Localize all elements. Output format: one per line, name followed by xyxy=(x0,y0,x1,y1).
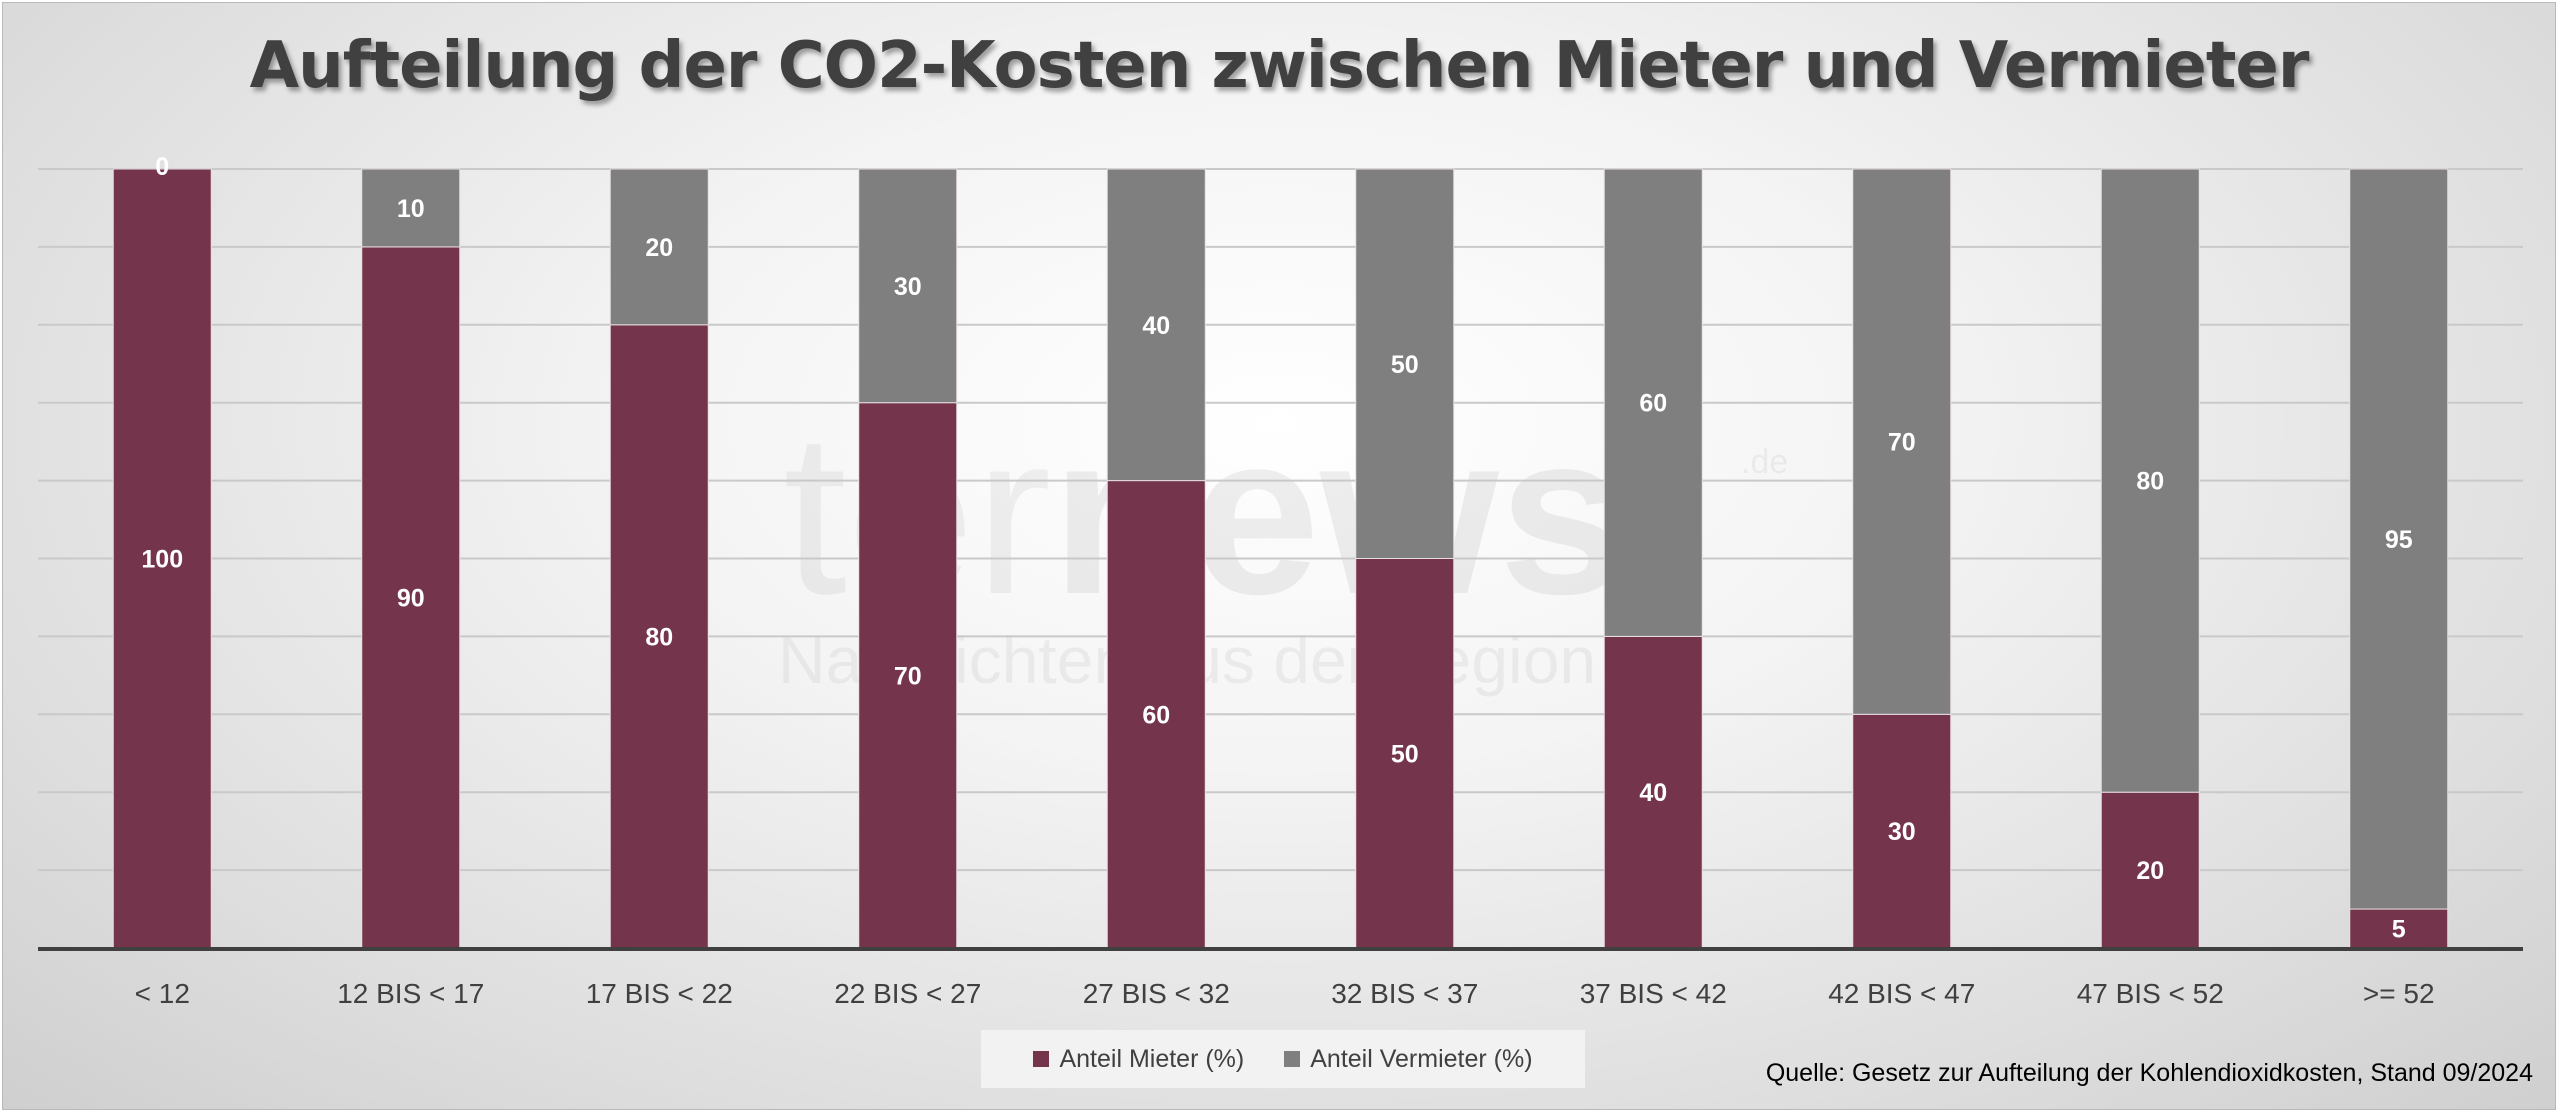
legend-item-mieter: Anteil Mieter (%) xyxy=(1033,1045,1244,1074)
data-label-mieter: 20 xyxy=(2136,857,2164,885)
bar-vermieter xyxy=(1852,168,1952,715)
x-tick-label: 47 BIS < 52 xyxy=(2077,978,2224,1009)
data-label-vermieter: 70 xyxy=(1888,429,1916,457)
legend-swatch-mieter xyxy=(1033,1051,1050,1067)
x-tick-label: 37 BIS < 42 xyxy=(1580,978,1727,1009)
data-label-vermieter: 40 xyxy=(1142,312,1170,340)
data-label-mieter: 50 xyxy=(1391,740,1419,768)
legend-swatch-vermieter xyxy=(1284,1051,1301,1067)
bar-mieter xyxy=(1603,635,1703,949)
data-label-vermieter: 20 xyxy=(645,234,673,262)
bar-mieter xyxy=(1106,480,1206,949)
x-tick-label: 27 BIS < 32 xyxy=(1083,978,1230,1009)
bar-vermieter xyxy=(1355,168,1455,559)
data-label-vermieter: 0 xyxy=(155,153,169,181)
bar-mieter xyxy=(1355,558,1455,949)
source-note: Quelle: Gesetz zur Aufteilung der Kohlen… xyxy=(1765,1059,2533,1087)
data-label-vermieter: 30 xyxy=(894,273,922,301)
x-tick-label: 22 BIS < 27 xyxy=(834,978,981,1009)
data-labels: 100 0 90 10 80 20 70 30 60 40 50 50 40 60 30 70 20 80 5 95 xyxy=(141,153,2412,944)
data-label-vermieter: 10 xyxy=(397,195,425,223)
data-label-mieter: 5 xyxy=(2392,916,2406,944)
svg-text:.de: .de xyxy=(1741,443,1788,481)
bar-vermieter xyxy=(2100,168,2200,793)
legend-label-vermieter: Anteil Vermieter (%) xyxy=(1310,1044,1533,1073)
data-label-mieter: 30 xyxy=(1888,818,1916,846)
data-label-mieter: 80 xyxy=(645,623,673,651)
bar-vermieter xyxy=(361,168,461,248)
bar-vermieter xyxy=(609,168,709,326)
legend: Anteil Mieter (%) Anteil Vermieter (%) xyxy=(981,1030,1585,1088)
data-label-mieter: 70 xyxy=(894,662,922,690)
bar-vermieter xyxy=(1603,168,1703,637)
chart-title: Aufteilung der CO2-Kosten zwischen Miete… xyxy=(249,29,2310,103)
bar-mieter xyxy=(1852,713,1952,949)
x-tick-label: < 12 xyxy=(135,978,190,1009)
bar-mieter xyxy=(2100,791,2200,949)
bars xyxy=(112,168,2449,949)
data-label-mieter: 60 xyxy=(1142,701,1170,729)
data-label-vermieter: 60 xyxy=(1639,390,1667,418)
bar-mieter xyxy=(2349,908,2449,949)
bar-vermieter xyxy=(858,168,958,404)
data-label-vermieter: 80 xyxy=(2136,468,2164,496)
bar-vermieter xyxy=(1106,168,1206,482)
data-label-mieter: 100 xyxy=(141,546,183,574)
data-label-mieter: 40 xyxy=(1639,779,1667,807)
x-tick-label: 17 BIS < 22 xyxy=(586,978,733,1009)
data-label-mieter: 90 xyxy=(397,584,425,612)
data-label-vermieter: 95 xyxy=(2385,526,2413,554)
x-tick-label: >= 52 xyxy=(2363,978,2435,1009)
bar-vermieter xyxy=(2349,168,2449,910)
bar-mieter xyxy=(858,402,958,949)
chart-plot: ternews .de Nachrichten aus der Region 1… xyxy=(38,153,2523,1009)
x-tick-label: 12 BIS < 17 xyxy=(337,978,484,1009)
x-tick-label: 42 BIS < 47 xyxy=(1828,978,1975,1009)
legend-item-vermieter: Anteil Vermieter (%) xyxy=(1284,1044,1533,1074)
x-axis: < 12 12 BIS < 17 17 BIS < 22 22 BIS < 27 27 … xyxy=(38,947,2523,1009)
data-label-vermieter: 50 xyxy=(1391,351,1419,379)
x-tick-label: 32 BIS < 37 xyxy=(1331,978,1478,1009)
legend-label-mieter: Anteil Mieter (%) xyxy=(1059,1044,1245,1073)
